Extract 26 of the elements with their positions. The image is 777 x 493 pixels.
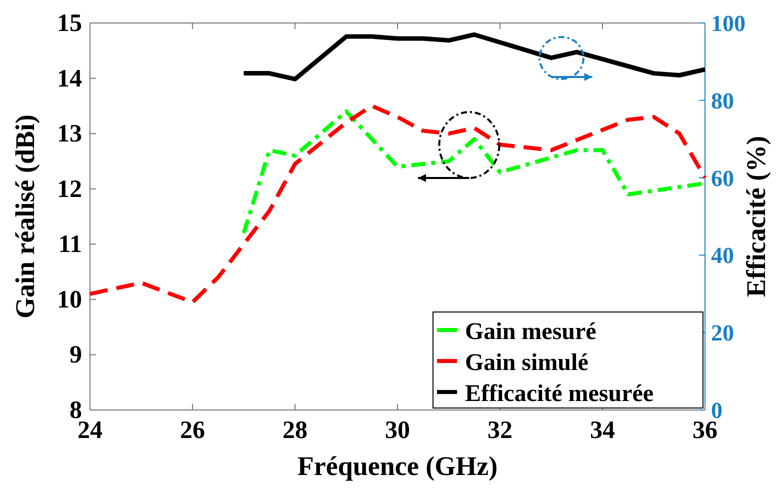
x-axis-title: Fréquence (GHz) (297, 451, 498, 481)
y-tick-label: 9 (70, 342, 82, 369)
x-tick-label: 24 (78, 417, 103, 444)
legend-label: Efficacité mesurée (465, 381, 654, 407)
y-axis-title: Gain réalisé (dBi) (10, 114, 40, 318)
x-tick-label: 34 (590, 417, 616, 444)
y-tick-label: 10 (57, 286, 82, 314)
legend-label: Gain simulé (465, 350, 589, 376)
y2-tick-label: 80 (711, 88, 734, 114)
y2-tick-label: 60 (711, 166, 734, 191)
y-tick-label: 12 (57, 176, 82, 203)
line-series (242, 32, 708, 82)
y-tick-label: 11 (58, 231, 82, 258)
y2-tick-label: 40 (711, 243, 734, 268)
x-tick-label: 30 (385, 417, 410, 444)
x-tick-label: 26 (180, 417, 205, 444)
y2-tick-label: 20 (711, 320, 734, 346)
x-tick-label: 28 (282, 417, 308, 444)
line-series (88, 104, 707, 304)
legend-label: Gain mesuré (465, 319, 597, 345)
x-tick-label: 32 (488, 417, 512, 444)
y-tick-label: 15 (57, 10, 82, 37)
y2-tick-label: 100 (711, 11, 746, 36)
y-tick-label: 14 (57, 65, 82, 92)
y-tick-label: 13 (57, 120, 82, 148)
y2-axis-title: Efficacité (%) (741, 136, 771, 298)
